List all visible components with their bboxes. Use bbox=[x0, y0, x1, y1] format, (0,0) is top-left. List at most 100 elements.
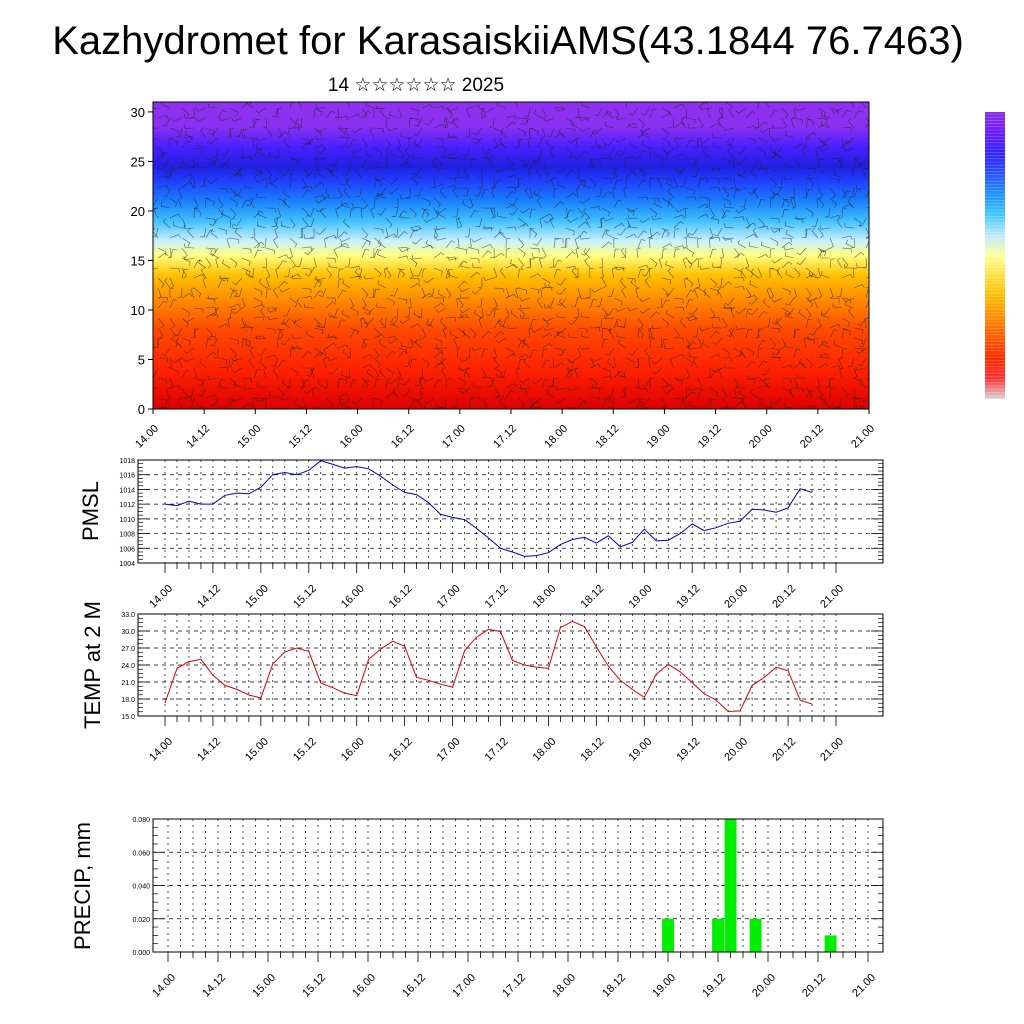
wind-barb bbox=[229, 377, 237, 388]
wind-barb bbox=[428, 287, 435, 298]
wind-barb bbox=[603, 217, 615, 222]
wind-barb bbox=[553, 377, 558, 389]
x-tick-label: 16.00 bbox=[350, 972, 378, 1000]
wind-barb bbox=[762, 298, 771, 309]
wind-barb bbox=[716, 257, 723, 268]
wind-barb bbox=[457, 387, 468, 394]
x-tick-label: 16.12 bbox=[387, 736, 415, 764]
wind-barb bbox=[517, 127, 527, 137]
precip-bar bbox=[712, 918, 724, 953]
wind-barb bbox=[493, 287, 504, 293]
wind-barb bbox=[433, 207, 439, 219]
wind-barb bbox=[637, 196, 649, 201]
wind-barb bbox=[673, 137, 680, 149]
wind-barb bbox=[745, 233, 757, 239]
wind-barb bbox=[608, 327, 615, 339]
wind-barb bbox=[469, 137, 480, 145]
wind-barb bbox=[583, 208, 591, 219]
wind-barb bbox=[411, 254, 423, 260]
wind-barb bbox=[409, 267, 414, 279]
wind-barb bbox=[661, 277, 672, 285]
cross-section-x-axis: 14.00 14.12 15.00 15.12 16.00 16.12 17.00 17.12… bbox=[133, 409, 877, 451]
wind-barb bbox=[217, 197, 224, 209]
wind-barb bbox=[864, 317, 869, 329]
wind-barb bbox=[333, 227, 339, 238]
wind-barb bbox=[193, 208, 199, 219]
wind-barb bbox=[313, 347, 323, 357]
wind-barb bbox=[673, 245, 685, 250]
wind-barb bbox=[687, 345, 699, 350]
wind-barb bbox=[457, 247, 468, 254]
wind-barb bbox=[721, 207, 726, 219]
wind-barb bbox=[853, 398, 860, 409]
wind-barb bbox=[352, 152, 363, 159]
wind-barb bbox=[459, 287, 471, 293]
wind-barb bbox=[196, 402, 207, 409]
wind-barb bbox=[157, 377, 168, 385]
wind-barb bbox=[781, 261, 792, 269]
wind-barb bbox=[315, 197, 327, 204]
wind-barb bbox=[377, 280, 387, 289]
wind-barb bbox=[757, 121, 769, 129]
wind-barb bbox=[178, 397, 183, 409]
wind-barb bbox=[577, 207, 584, 219]
wind-barb bbox=[740, 267, 747, 279]
wind-barb bbox=[531, 377, 543, 385]
wind-barb bbox=[733, 188, 741, 199]
wind-barb bbox=[789, 387, 795, 399]
wind-barb bbox=[817, 287, 823, 299]
wind-barb bbox=[848, 187, 855, 198]
wind-barb bbox=[607, 287, 615, 297]
wind-barb bbox=[414, 187, 423, 197]
wind-barb bbox=[517, 223, 529, 229]
wind-barb bbox=[838, 357, 843, 369]
wind-barb bbox=[589, 363, 601, 369]
wind-barb bbox=[205, 312, 217, 319]
wind-barb bbox=[253, 210, 264, 219]
wind-barb bbox=[505, 353, 517, 359]
wind-barb bbox=[661, 299, 670, 309]
wind-barb bbox=[373, 347, 380, 359]
wind-barb bbox=[628, 122, 639, 129]
wind-barb bbox=[769, 347, 780, 354]
wind-barb bbox=[757, 217, 765, 228]
wind-barb bbox=[841, 208, 847, 219]
wind-barb bbox=[805, 287, 812, 299]
wind-barb bbox=[349, 329, 359, 339]
wind-barb bbox=[666, 179, 675, 189]
y-tick-label: 20 bbox=[131, 204, 145, 219]
wind-barb bbox=[589, 206, 601, 211]
wind-barb bbox=[524, 107, 531, 118]
wind-barb bbox=[346, 102, 351, 109]
wind-barb bbox=[841, 203, 853, 209]
wind-barb bbox=[277, 127, 283, 139]
wind-barb bbox=[565, 127, 576, 134]
wind-barb bbox=[373, 249, 382, 259]
wind-barb bbox=[257, 347, 267, 356]
wind-barb bbox=[256, 221, 267, 229]
wind-barb bbox=[790, 197, 795, 209]
wind-barb bbox=[337, 344, 349, 349]
wind-barb bbox=[219, 275, 231, 280]
wind-barb bbox=[289, 237, 298, 248]
wind-barb bbox=[851, 387, 856, 399]
wind-barb bbox=[246, 102, 255, 109]
wind-barb bbox=[682, 397, 687, 409]
wind-barb bbox=[567, 357, 579, 364]
wind-barb bbox=[232, 167, 243, 176]
wind-barb bbox=[493, 357, 500, 369]
wind-barb bbox=[543, 317, 555, 322]
wind-barb bbox=[865, 227, 869, 239]
x-tick-label: 15.00 bbox=[243, 736, 271, 764]
wind-barb bbox=[315, 275, 327, 281]
wind-barb bbox=[709, 370, 720, 379]
wind-barb bbox=[805, 357, 813, 368]
wind-barb bbox=[732, 387, 737, 399]
wind-barb bbox=[628, 347, 639, 356]
y-tick-label: 0.020 bbox=[132, 917, 150, 924]
y-tick-label: 1018 bbox=[119, 458, 135, 465]
wind-barb bbox=[641, 140, 651, 149]
wind-barb bbox=[355, 187, 363, 197]
x-tick-label: 16.00 bbox=[338, 423, 366, 451]
